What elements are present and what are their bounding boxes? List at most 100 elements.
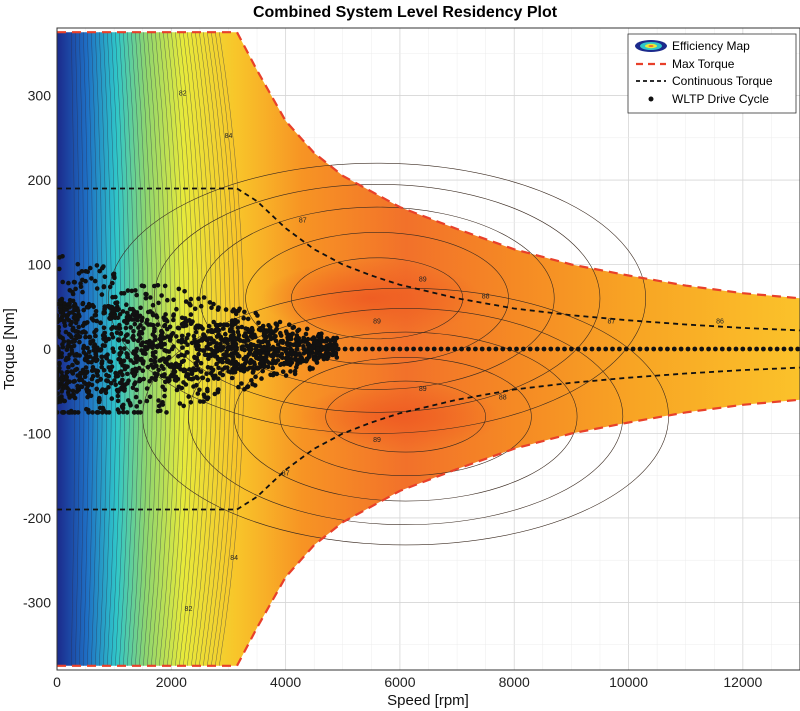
wltp-point bbox=[188, 312, 194, 317]
wltp-point bbox=[130, 312, 136, 317]
wltp-point bbox=[105, 378, 111, 384]
wltp-point bbox=[285, 359, 291, 365]
wltp-point bbox=[57, 329, 60, 335]
wltp-point bbox=[274, 326, 280, 332]
wltp-point bbox=[269, 328, 274, 334]
wltp-point bbox=[191, 384, 196, 389]
wltp-point bbox=[223, 307, 229, 312]
wltp-point bbox=[206, 329, 211, 334]
contour-line bbox=[325, 380, 486, 453]
wltp-point bbox=[246, 328, 252, 334]
wltp-point bbox=[90, 302, 95, 308]
wltp-point bbox=[229, 326, 234, 332]
wltp-point bbox=[273, 321, 279, 327]
wltp-point bbox=[112, 314, 117, 319]
wltp-point bbox=[98, 320, 103, 326]
wltp-point bbox=[76, 271, 82, 276]
wltp-point bbox=[431, 346, 437, 352]
wltp-point bbox=[109, 326, 114, 332]
wltp-point bbox=[235, 325, 241, 331]
wltp-point bbox=[167, 338, 173, 343]
wltp-point bbox=[140, 368, 146, 374]
wltp-point bbox=[70, 310, 75, 315]
wltp-point bbox=[192, 337, 197, 342]
wltp-point bbox=[296, 351, 302, 357]
wltp-point bbox=[85, 345, 90, 351]
wltp-point bbox=[65, 312, 71, 318]
wltp-point bbox=[256, 339, 261, 344]
wltp-point bbox=[303, 331, 309, 337]
wltp-point bbox=[156, 367, 161, 373]
wltp-point bbox=[133, 394, 139, 400]
fan-contour-line bbox=[167, 32, 185, 666]
wltp-point bbox=[146, 341, 152, 346]
contour-label: 87 bbox=[299, 217, 307, 224]
contour-label: 82 bbox=[185, 606, 193, 613]
wltp-point bbox=[230, 358, 235, 364]
wltp-point bbox=[101, 284, 107, 290]
fan-contour-line bbox=[107, 32, 117, 666]
wltp-point bbox=[99, 292, 105, 297]
wltp-point bbox=[98, 377, 103, 382]
wltp-point bbox=[57, 313, 60, 318]
wltp-point bbox=[213, 344, 219, 350]
wltp-point bbox=[671, 346, 677, 352]
fan-contour-line bbox=[163, 32, 181, 666]
wltp-point bbox=[70, 298, 76, 304]
wltp-point bbox=[322, 346, 327, 352]
wltp-point bbox=[84, 304, 90, 310]
wltp-point bbox=[139, 348, 144, 353]
wltp-point bbox=[211, 301, 216, 307]
wltp-point bbox=[152, 359, 158, 365]
wltp-point bbox=[240, 368, 246, 373]
wltp-point bbox=[159, 328, 164, 334]
wltp-point bbox=[192, 306, 198, 312]
wltp-point bbox=[324, 336, 330, 341]
wltp-point bbox=[152, 355, 158, 361]
wltp-point bbox=[278, 339, 284, 344]
wltp-point bbox=[188, 296, 194, 302]
wltp-point bbox=[183, 339, 188, 345]
wltp-point bbox=[383, 346, 389, 352]
wltp-point bbox=[109, 396, 115, 401]
wltp-point bbox=[171, 317, 176, 323]
wltp-point bbox=[279, 361, 284, 367]
wltp-point bbox=[188, 302, 193, 308]
wltp-point bbox=[637, 346, 643, 352]
wltp-point bbox=[117, 312, 123, 317]
wltp-point bbox=[177, 401, 183, 406]
wltp-point bbox=[214, 361, 219, 367]
wltp-point bbox=[143, 291, 148, 297]
wltp-point bbox=[207, 300, 213, 305]
wltp-point bbox=[259, 376, 264, 381]
wltp-point bbox=[235, 353, 241, 359]
x-axis-label: Speed [rpm] bbox=[387, 692, 469, 709]
wltp-point bbox=[149, 376, 155, 381]
fan-contour-line bbox=[215, 32, 240, 666]
wltp-point bbox=[185, 350, 190, 355]
wltp-point bbox=[216, 305, 221, 310]
wltp-point bbox=[125, 354, 130, 360]
wltp-point bbox=[92, 278, 98, 284]
wltp-point bbox=[128, 325, 133, 330]
contour-label: 89 bbox=[419, 386, 427, 393]
wltp-point bbox=[95, 410, 100, 415]
wltp-point bbox=[143, 295, 149, 301]
wltp-point bbox=[118, 346, 123, 351]
wltp-point bbox=[205, 377, 211, 383]
wltp-point bbox=[67, 305, 72, 310]
wltp-point bbox=[129, 317, 135, 322]
wltp-point bbox=[83, 334, 88, 340]
wltp-point bbox=[304, 326, 310, 332]
wltp-point bbox=[479, 346, 485, 352]
wltp-point bbox=[284, 331, 290, 337]
wltp-point bbox=[569, 346, 574, 352]
wltp-point bbox=[131, 360, 136, 366]
wltp-point bbox=[110, 335, 116, 340]
wltp-point bbox=[156, 300, 161, 306]
wltp-point bbox=[93, 333, 98, 339]
wltp-point bbox=[132, 321, 138, 327]
wltp-point bbox=[182, 289, 187, 294]
wltp-point bbox=[596, 346, 602, 352]
wltp-point bbox=[93, 327, 99, 333]
